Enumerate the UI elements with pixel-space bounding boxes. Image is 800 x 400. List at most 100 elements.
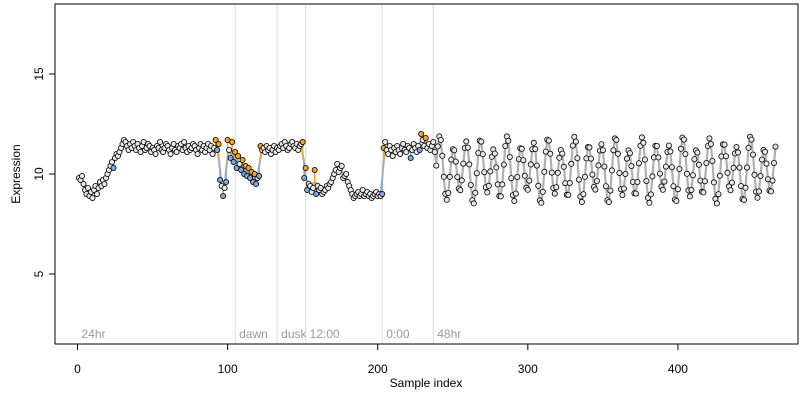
data-point — [505, 137, 512, 144]
data-point — [556, 154, 563, 161]
x-axis: 0 100 200 300 400 — [74, 344, 688, 376]
data-point — [733, 143, 740, 150]
data-point — [79, 172, 86, 179]
data-point — [457, 187, 464, 194]
data-point — [101, 180, 108, 187]
data-point — [499, 181, 506, 188]
data-point — [716, 172, 723, 179]
x-tick-label: 400 — [668, 362, 688, 376]
data-point — [194, 150, 201, 157]
data-point — [311, 166, 318, 173]
data-point — [212, 136, 219, 143]
data-point — [535, 182, 542, 189]
data-point — [181, 138, 188, 145]
data-point — [598, 141, 605, 148]
data-point — [541, 168, 548, 175]
data-point — [157, 138, 164, 145]
data-points — [76, 130, 779, 207]
data-point — [744, 164, 751, 171]
data-point — [467, 181, 474, 188]
data-point — [389, 152, 396, 159]
data-point — [458, 177, 465, 184]
data-point — [220, 192, 227, 199]
data-point — [689, 172, 696, 179]
data-point — [485, 182, 492, 189]
data-point — [551, 190, 558, 197]
data-point — [706, 135, 713, 142]
data-point — [754, 194, 761, 201]
data-point — [578, 198, 585, 205]
data-point — [553, 184, 560, 191]
data-point — [721, 141, 728, 148]
data-point — [670, 183, 677, 190]
data-point — [727, 187, 734, 194]
data-point — [771, 159, 778, 166]
data-point — [653, 142, 660, 149]
data-point — [89, 194, 96, 201]
data-point — [592, 186, 599, 193]
data-point — [506, 153, 513, 160]
data-point — [403, 148, 410, 155]
data-point — [641, 156, 648, 163]
data-point — [215, 140, 222, 147]
data-point — [464, 144, 471, 151]
data-point — [640, 139, 647, 146]
section-label: dusk — [281, 327, 307, 341]
data-point — [659, 186, 666, 193]
data-point — [713, 200, 720, 207]
data-point — [500, 161, 507, 168]
x-tick-label: 300 — [518, 362, 538, 376]
data-point — [547, 150, 554, 157]
x-tick-label: 200 — [368, 362, 388, 376]
data-point — [656, 170, 663, 177]
data-point — [742, 184, 749, 191]
data-point — [756, 188, 763, 195]
data-point — [214, 146, 221, 153]
data-point — [701, 178, 708, 185]
data-point — [723, 153, 730, 160]
y-axis: 5 10 15 — [32, 67, 55, 277]
data-point — [668, 164, 675, 171]
data-point — [236, 160, 243, 167]
data-point — [599, 147, 606, 154]
data-point — [379, 190, 386, 197]
data-point — [223, 178, 230, 185]
data-point — [560, 163, 567, 170]
data-point — [665, 142, 672, 149]
data-point — [226, 146, 233, 153]
data-point — [554, 169, 561, 176]
x-axis-title: Sample index — [390, 376, 463, 390]
y-axis-title: Expression — [9, 144, 23, 203]
data-point — [694, 149, 701, 156]
data-point — [209, 150, 216, 157]
data-point — [580, 191, 587, 198]
data-point — [667, 148, 674, 155]
data-point — [735, 149, 742, 156]
data-point — [710, 179, 717, 186]
data-point — [545, 137, 552, 144]
data-point — [247, 174, 254, 181]
data-point — [508, 175, 515, 182]
data-point — [460, 160, 467, 167]
data-point — [416, 146, 423, 153]
data-point — [662, 163, 669, 170]
data-point — [575, 176, 582, 183]
data-point — [569, 142, 576, 149]
data-point — [152, 150, 159, 157]
data-point — [707, 140, 714, 147]
data-point — [736, 164, 743, 171]
data-point — [673, 197, 680, 204]
data-point — [227, 154, 234, 161]
data-point — [440, 173, 447, 180]
data-point — [484, 189, 491, 196]
data-point — [433, 162, 440, 169]
data-point — [646, 199, 653, 206]
data-point — [452, 158, 459, 165]
data-point — [454, 173, 461, 180]
data-point — [221, 184, 228, 191]
data-point — [253, 180, 260, 187]
data-point — [647, 191, 654, 198]
section-label: dawn — [239, 327, 268, 341]
data-point — [524, 186, 531, 193]
